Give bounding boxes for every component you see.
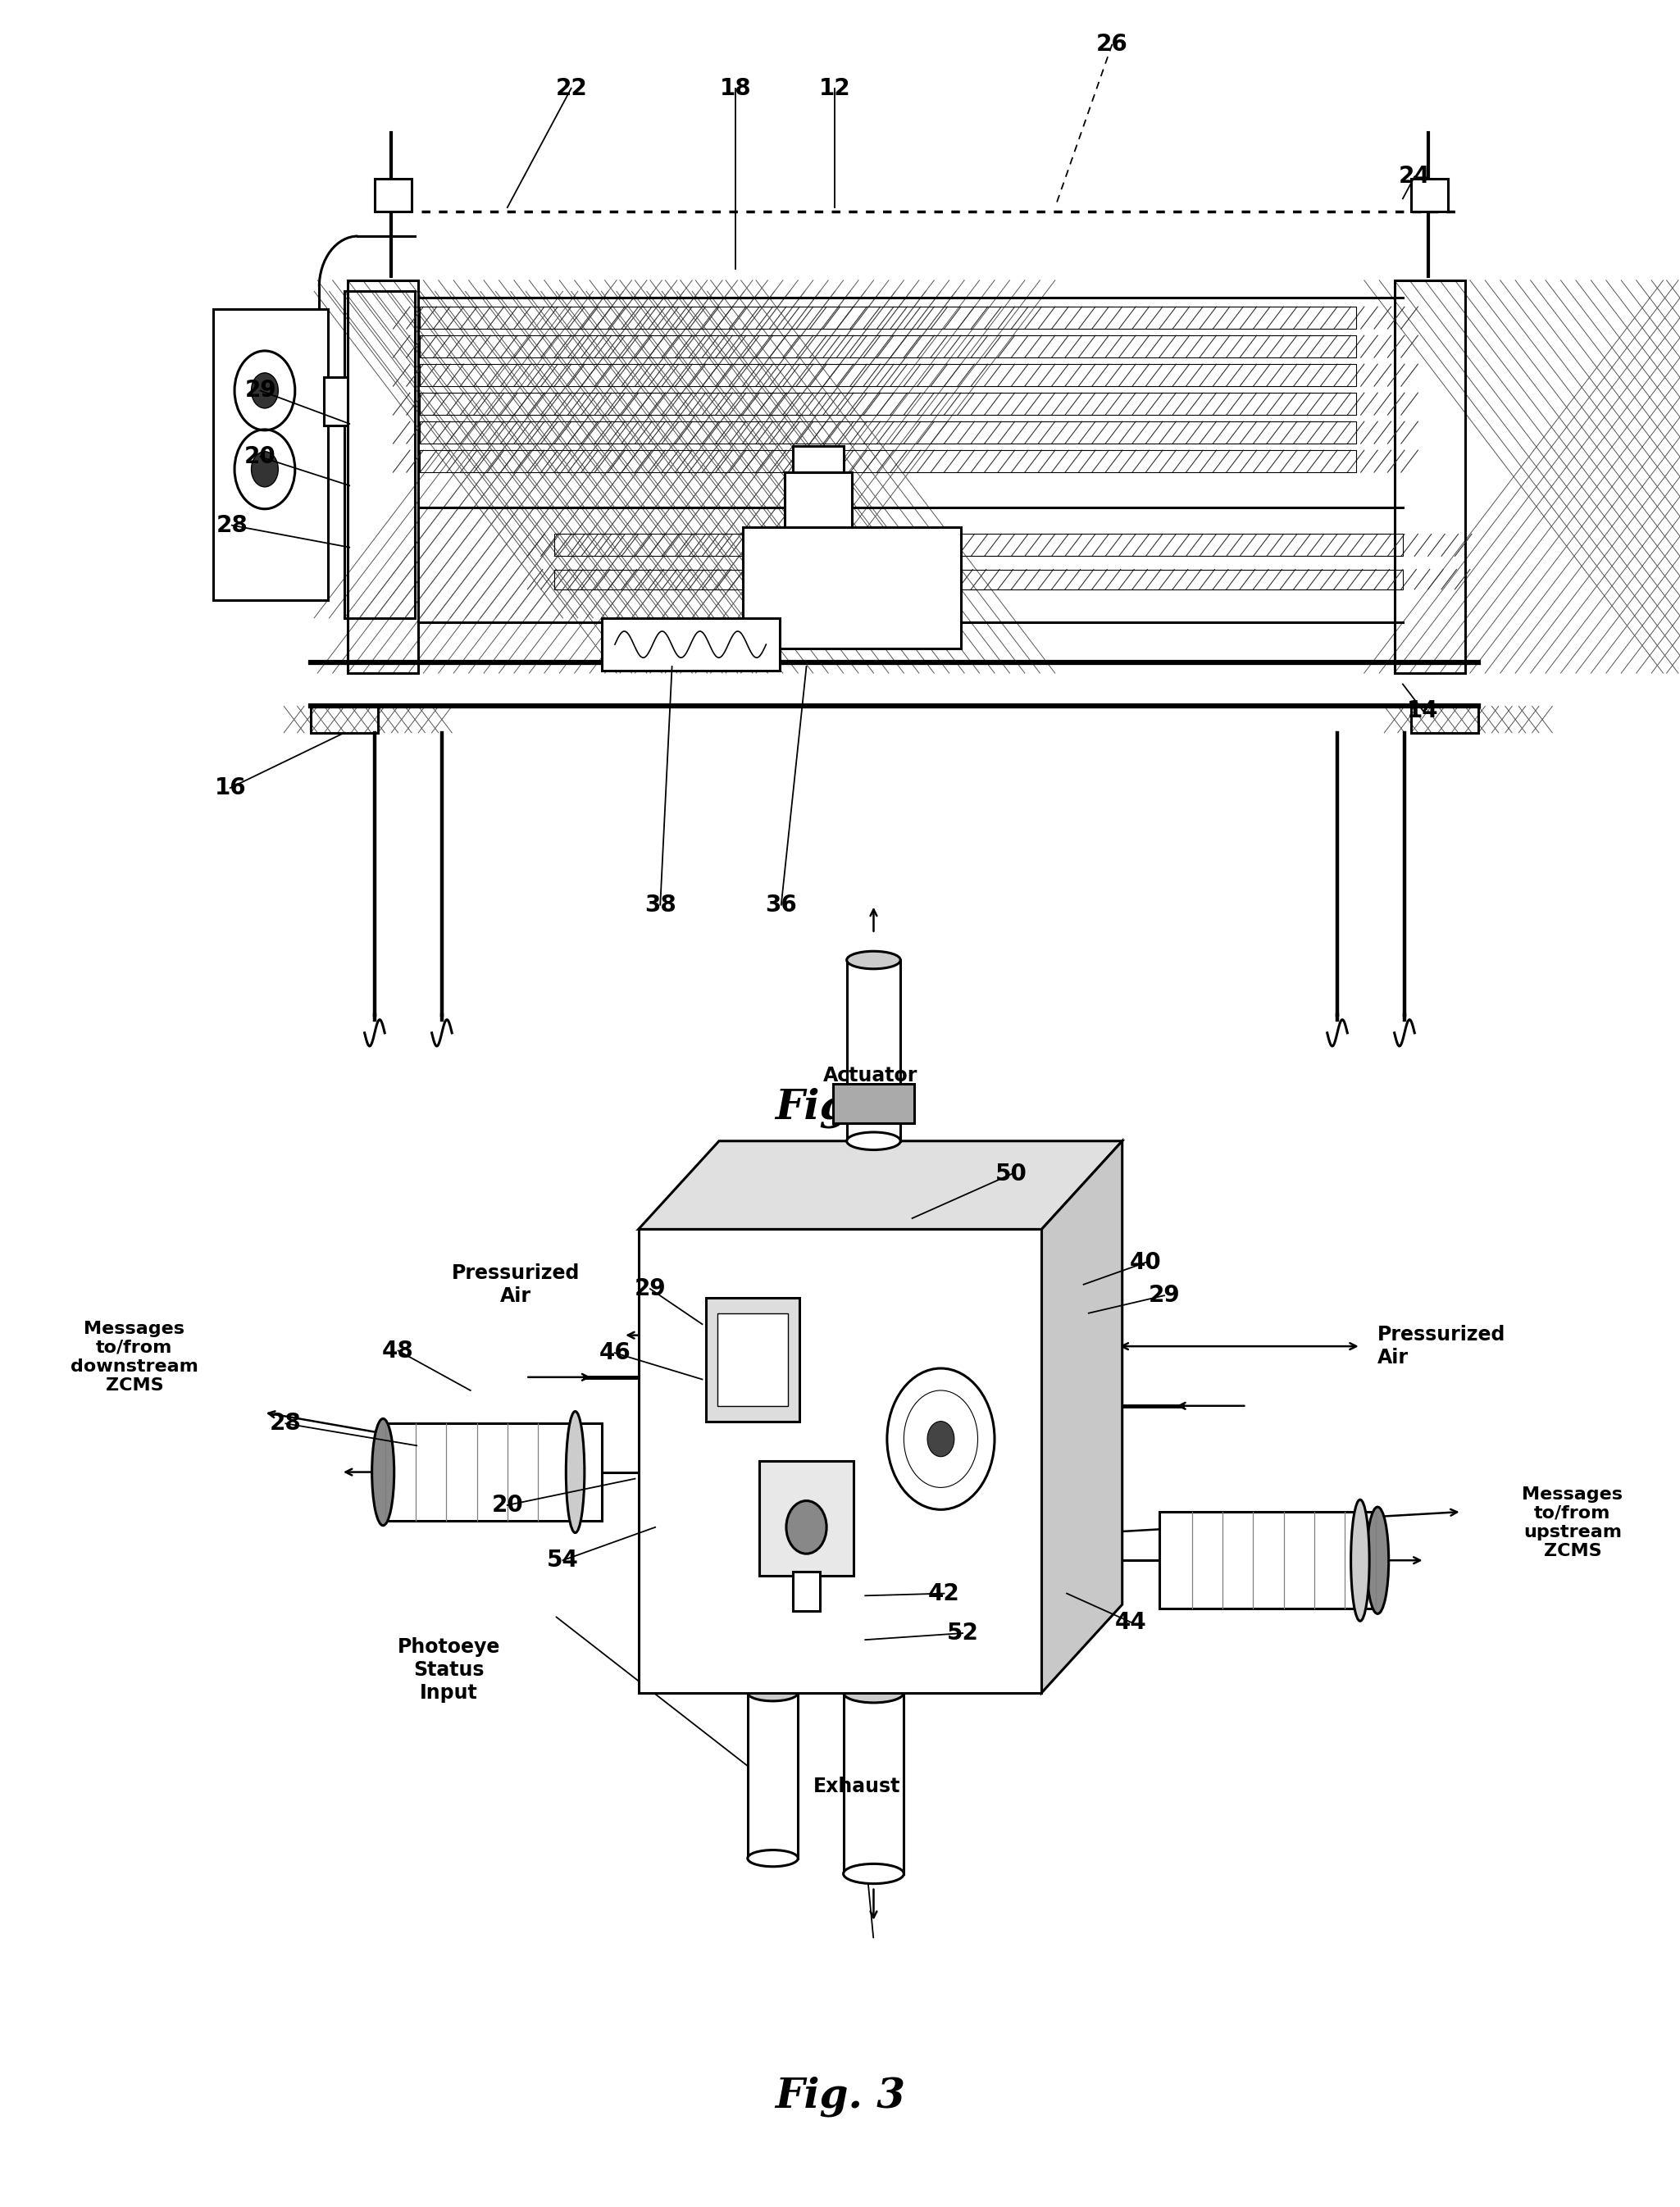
- Bar: [717, 1313, 788, 1406]
- Bar: [1394, 280, 1465, 673]
- Text: 50: 50: [996, 1163, 1026, 1185]
- Text: Messages
to/from
upstream
ZCMS: Messages to/from upstream ZCMS: [1522, 1485, 1623, 1560]
- Bar: [601, 618, 780, 671]
- Text: Pressurized
Air: Pressurized Air: [452, 1262, 580, 1307]
- Bar: [420, 307, 1356, 329]
- Text: 52: 52: [948, 1622, 978, 1644]
- Text: 28: 28: [270, 1412, 301, 1435]
- Text: 54: 54: [548, 1549, 578, 1571]
- Text: 29: 29: [245, 380, 276, 402]
- Ellipse shape: [371, 1419, 395, 1525]
- Text: 46: 46: [600, 1342, 630, 1364]
- Bar: [348, 280, 418, 673]
- Circle shape: [927, 1421, 954, 1457]
- Bar: [785, 472, 852, 527]
- Text: Messages
to/from
downstream
ZCMS: Messages to/from downstream ZCMS: [71, 1320, 198, 1395]
- Text: 12: 12: [820, 77, 850, 99]
- Bar: [743, 527, 961, 649]
- Text: Actuator
Output: Actuator Output: [823, 1066, 917, 1108]
- Ellipse shape: [847, 1132, 900, 1150]
- Bar: [420, 422, 1356, 444]
- Bar: [375, 179, 412, 212]
- Bar: [759, 1461, 853, 1576]
- Text: Photoeye
Status
Input: Photoeye Status Input: [396, 1638, 501, 1704]
- Bar: [324, 377, 348, 426]
- Text: 40: 40: [1131, 1251, 1161, 1273]
- Text: 44: 44: [1116, 1611, 1146, 1633]
- Bar: [554, 569, 1403, 589]
- Text: 18: 18: [721, 77, 751, 99]
- Bar: [1411, 706, 1478, 733]
- Text: 26: 26: [1097, 33, 1127, 55]
- Text: Fig. 3: Fig. 3: [774, 2077, 906, 2117]
- Text: Fig. 2: Fig. 2: [774, 1088, 906, 1128]
- Ellipse shape: [843, 1863, 904, 1883]
- Text: 29: 29: [1149, 1284, 1179, 1307]
- Text: 29: 29: [635, 1278, 665, 1300]
- Text: 24: 24: [1399, 166, 1430, 188]
- Ellipse shape: [847, 951, 900, 969]
- Bar: [1159, 1512, 1378, 1609]
- Ellipse shape: [748, 1684, 798, 1702]
- Circle shape: [252, 452, 279, 488]
- Bar: [344, 291, 415, 618]
- Bar: [793, 1571, 820, 1611]
- Polygon shape: [1042, 1141, 1122, 1693]
- Bar: [420, 450, 1356, 472]
- Polygon shape: [638, 1141, 1122, 1229]
- Text: 38: 38: [645, 894, 675, 916]
- Bar: [213, 309, 328, 600]
- Text: 36: 36: [766, 894, 796, 916]
- Text: 22: 22: [556, 77, 586, 99]
- Ellipse shape: [1351, 1501, 1369, 1620]
- Bar: [420, 335, 1356, 358]
- Bar: [843, 1693, 904, 1874]
- Bar: [638, 1229, 1042, 1693]
- Text: 48: 48: [383, 1340, 413, 1362]
- Text: 20: 20: [245, 446, 276, 468]
- Text: Exhaust: Exhaust: [813, 1777, 900, 1796]
- Ellipse shape: [748, 1849, 798, 1867]
- Bar: [793, 446, 843, 472]
- Ellipse shape: [566, 1412, 585, 1532]
- Text: 16: 16: [215, 777, 245, 799]
- Bar: [311, 706, 378, 733]
- Bar: [383, 1424, 601, 1521]
- Circle shape: [786, 1501, 827, 1554]
- Bar: [420, 393, 1356, 415]
- Text: 20: 20: [492, 1494, 522, 1516]
- Ellipse shape: [1366, 1507, 1389, 1613]
- Bar: [748, 1693, 798, 1858]
- Text: 14: 14: [1408, 700, 1438, 722]
- Ellipse shape: [843, 1682, 904, 1704]
- Text: 42: 42: [929, 1582, 959, 1604]
- Text: 28: 28: [217, 514, 247, 536]
- Bar: [554, 534, 1403, 556]
- Circle shape: [252, 373, 279, 408]
- Bar: [833, 1084, 914, 1123]
- Bar: [706, 1298, 800, 1421]
- Text: Pressurized
Air: Pressurized Air: [1378, 1324, 1505, 1368]
- Bar: [1411, 179, 1448, 212]
- Bar: [847, 960, 900, 1141]
- Bar: [420, 364, 1356, 386]
